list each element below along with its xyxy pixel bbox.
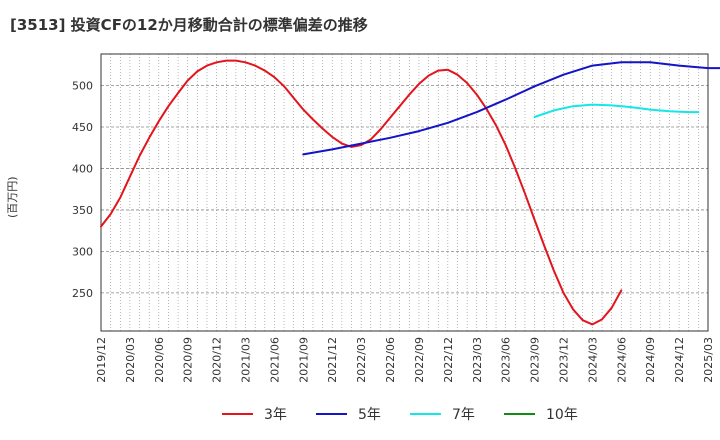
x-tick-label: 2021/03 xyxy=(240,337,253,383)
x-tick-label: 2020/06 xyxy=(153,337,166,383)
chart-title: [3513] 投資CFの12か月移動合計の標準偏差の推移 xyxy=(10,16,368,34)
y-axis: 250 300 350 400 450 500 xyxy=(72,80,93,300)
y-tick-label: 350 xyxy=(72,204,93,217)
x-axis: 2019/12 2020/03 2020/06 2020/09 2020/12 2021/… xyxy=(95,337,715,383)
x-tick-label: 2022/03 xyxy=(355,337,368,383)
x-tick-label: 2024/12 xyxy=(673,337,686,383)
legend-label: 3年 xyxy=(264,407,287,423)
x-tick-label: 2022/09 xyxy=(413,337,426,383)
y-tick-label: 500 xyxy=(72,80,93,93)
x-tick-label: 2020/03 xyxy=(124,337,137,383)
x-tick-label: 2019/12 xyxy=(95,337,108,383)
x-tick-label: 2023/12 xyxy=(557,337,570,383)
x-tick-label: 2025/03 xyxy=(702,337,715,383)
y-tick-label: 300 xyxy=(72,245,93,258)
series-line xyxy=(533,103,700,118)
legend-label: 10年 xyxy=(546,407,578,423)
series-lines xyxy=(100,59,720,326)
series-line xyxy=(302,61,720,156)
x-tick-label: 2021/06 xyxy=(268,337,281,383)
x-tick-label: 2023/06 xyxy=(500,337,513,383)
x-tick-label: 2024/06 xyxy=(615,337,628,383)
y-tick-label: 400 xyxy=(72,162,93,175)
x-tick-label: 2021/09 xyxy=(297,337,310,383)
series-line xyxy=(100,59,623,326)
x-tick-label: 2021/12 xyxy=(326,337,339,383)
grid xyxy=(100,54,709,331)
x-tick-label: 2020/12 xyxy=(211,337,224,383)
x-tick-label: 2022/06 xyxy=(384,337,397,383)
x-tick-label: 2023/03 xyxy=(471,337,484,383)
plot-frame xyxy=(100,53,709,332)
x-tick-label: 2024/09 xyxy=(644,337,657,383)
legend: 3年 5年 7年 10年 xyxy=(222,407,578,423)
legend-label: 5年 xyxy=(358,407,381,423)
x-tick-label: 2020/09 xyxy=(182,337,195,383)
y-tick-label: 250 xyxy=(72,287,93,300)
y-tick-label: 450 xyxy=(72,121,93,134)
legend-label: 7年 xyxy=(452,407,475,423)
x-tick-label: 2023/09 xyxy=(529,337,542,383)
x-tick-label: 2022/12 xyxy=(442,337,455,383)
x-tick-label: 2024/03 xyxy=(586,337,599,383)
